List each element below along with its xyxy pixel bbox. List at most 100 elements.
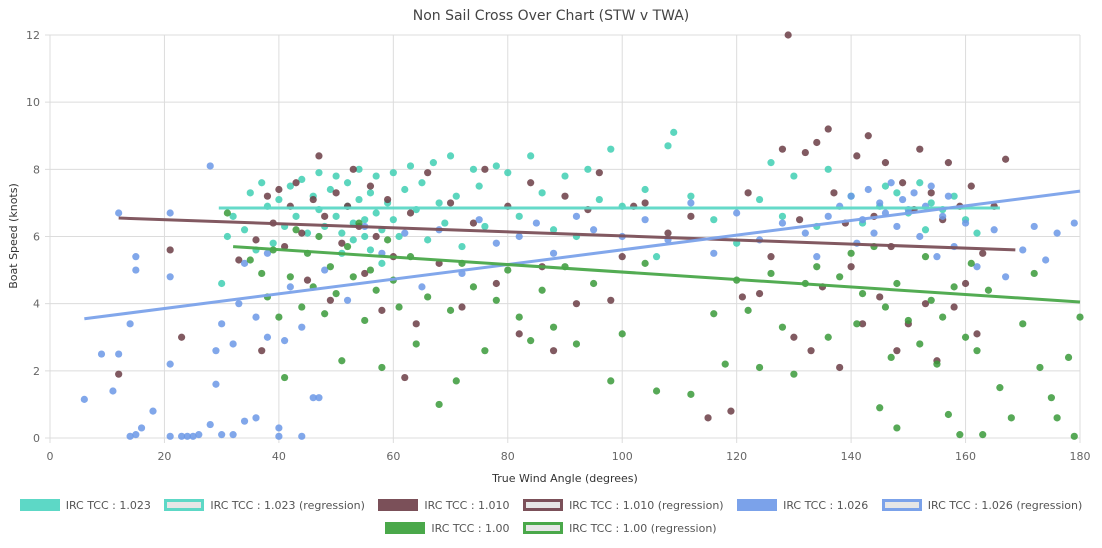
- data-point: [1047, 394, 1055, 402]
- data-point: [767, 269, 775, 278]
- legend-item-1023[interactable]: IRC TCC : 1.023: [19, 494, 151, 517]
- data-point: [824, 165, 832, 173]
- data-point: [921, 253, 930, 261]
- legend-item-1026-regression[interactable]: IRC TCC : 1.026 (regression): [881, 494, 1082, 517]
- data-point: [876, 199, 884, 207]
- data-point: [836, 273, 844, 281]
- data-point: [687, 199, 695, 207]
- data-point: [349, 236, 357, 244]
- data-point: [372, 172, 380, 180]
- data-point: [389, 169, 397, 177]
- data-point: [361, 316, 369, 325]
- data-point: [767, 159, 775, 167]
- legend-item-1026[interactable]: IRC TCC : 1.026: [737, 494, 868, 517]
- data-point: [281, 337, 289, 345]
- data-point: [326, 263, 334, 271]
- chart-title: Non Sail Cross Over Chart (STW v TWA): [413, 8, 690, 24]
- legend-label: IRC TCC : 1.00: [431, 522, 510, 535]
- data-point: [332, 189, 340, 197]
- data-point: [864, 185, 872, 194]
- data-point: [321, 266, 329, 274]
- data-point: [166, 246, 174, 254]
- legend-item-1010-regression[interactable]: IRC TCC : 1.010 (regression): [523, 494, 724, 517]
- data-point: [206, 162, 214, 170]
- data-point: [292, 212, 300, 220]
- data-point: [189, 432, 197, 440]
- x-tick-label: 120: [726, 450, 747, 463]
- legend-label: IRC TCC : 1.023: [65, 499, 151, 512]
- data-point: [223, 209, 231, 217]
- data-point: [927, 189, 935, 197]
- data-point: [178, 333, 186, 341]
- data-point: [744, 189, 752, 197]
- data-point: [950, 192, 958, 200]
- data-point: [366, 189, 375, 197]
- data-point: [229, 212, 237, 220]
- legend-item-1010[interactable]: IRC TCC : 1.010: [378, 494, 510, 517]
- y-tick-label: 12: [26, 29, 40, 42]
- data-point: [899, 179, 907, 187]
- data-point: [710, 216, 718, 224]
- legend-label: IRC TCC : 1.023 (regression): [210, 499, 365, 512]
- legend-item-1023-regression[interactable]: IRC TCC : 1.023 (regression): [164, 494, 365, 517]
- y-tick-label: 0: [33, 432, 40, 445]
- data-point: [229, 340, 237, 348]
- data-point: [338, 357, 346, 365]
- data-point: [515, 330, 523, 338]
- data-point: [286, 273, 294, 281]
- data-point: [275, 195, 283, 204]
- data-point: [813, 138, 821, 147]
- data-point: [950, 283, 958, 291]
- data-point: [338, 229, 346, 237]
- data-point: [687, 390, 695, 398]
- data-point: [378, 363, 386, 372]
- data-point: [738, 293, 746, 301]
- y-tick-label: 6: [33, 231, 40, 244]
- data-point: [166, 273, 174, 281]
- data-point: [755, 289, 764, 298]
- data-point: [704, 414, 712, 422]
- data-point: [298, 175, 306, 184]
- data-point: [527, 337, 535, 345]
- data-point: [326, 185, 334, 194]
- data-point: [664, 142, 672, 150]
- data-point: [887, 179, 895, 187]
- data-point: [263, 192, 272, 200]
- data-point: [778, 219, 787, 227]
- data-point: [349, 165, 357, 173]
- data-point: [321, 212, 329, 220]
- data-point: [372, 286, 380, 294]
- legend-swatch: [523, 522, 564, 534]
- data-point: [292, 179, 300, 187]
- data-point: [607, 296, 615, 304]
- data-point: [458, 242, 466, 251]
- data-point: [956, 431, 964, 439]
- data-point: [361, 216, 369, 224]
- x-axis-ticks: 0 20 40 60 80 100 120 140 160 180: [47, 450, 1091, 463]
- data-point: [813, 263, 821, 271]
- data-point: [687, 192, 695, 200]
- data-point: [481, 165, 489, 173]
- data-point: [744, 306, 752, 314]
- data-point: [979, 249, 987, 257]
- data-point: [281, 373, 289, 382]
- data-point: [796, 216, 804, 224]
- data-point: [178, 432, 186, 440]
- data-point: [1030, 222, 1038, 231]
- data-point: [876, 404, 884, 412]
- data-point: [733, 209, 741, 217]
- data-point: [927, 182, 935, 190]
- data-point: [418, 283, 426, 291]
- data-point: [469, 165, 478, 173]
- legend-item-100-regression[interactable]: IRC TCC : 1.00 (regression): [523, 517, 717, 540]
- data-point: [921, 226, 930, 234]
- data-point: [252, 313, 260, 321]
- x-tick-label: 40: [272, 450, 286, 463]
- data-point: [446, 199, 455, 207]
- x-tick-label: 160: [955, 450, 976, 463]
- data-point: [298, 323, 306, 331]
- legend-swatch: [164, 499, 205, 511]
- data-point: [979, 431, 987, 439]
- legend-item-100[interactable]: IRC TCC : 1.00: [385, 517, 510, 540]
- data-point: [126, 320, 134, 328]
